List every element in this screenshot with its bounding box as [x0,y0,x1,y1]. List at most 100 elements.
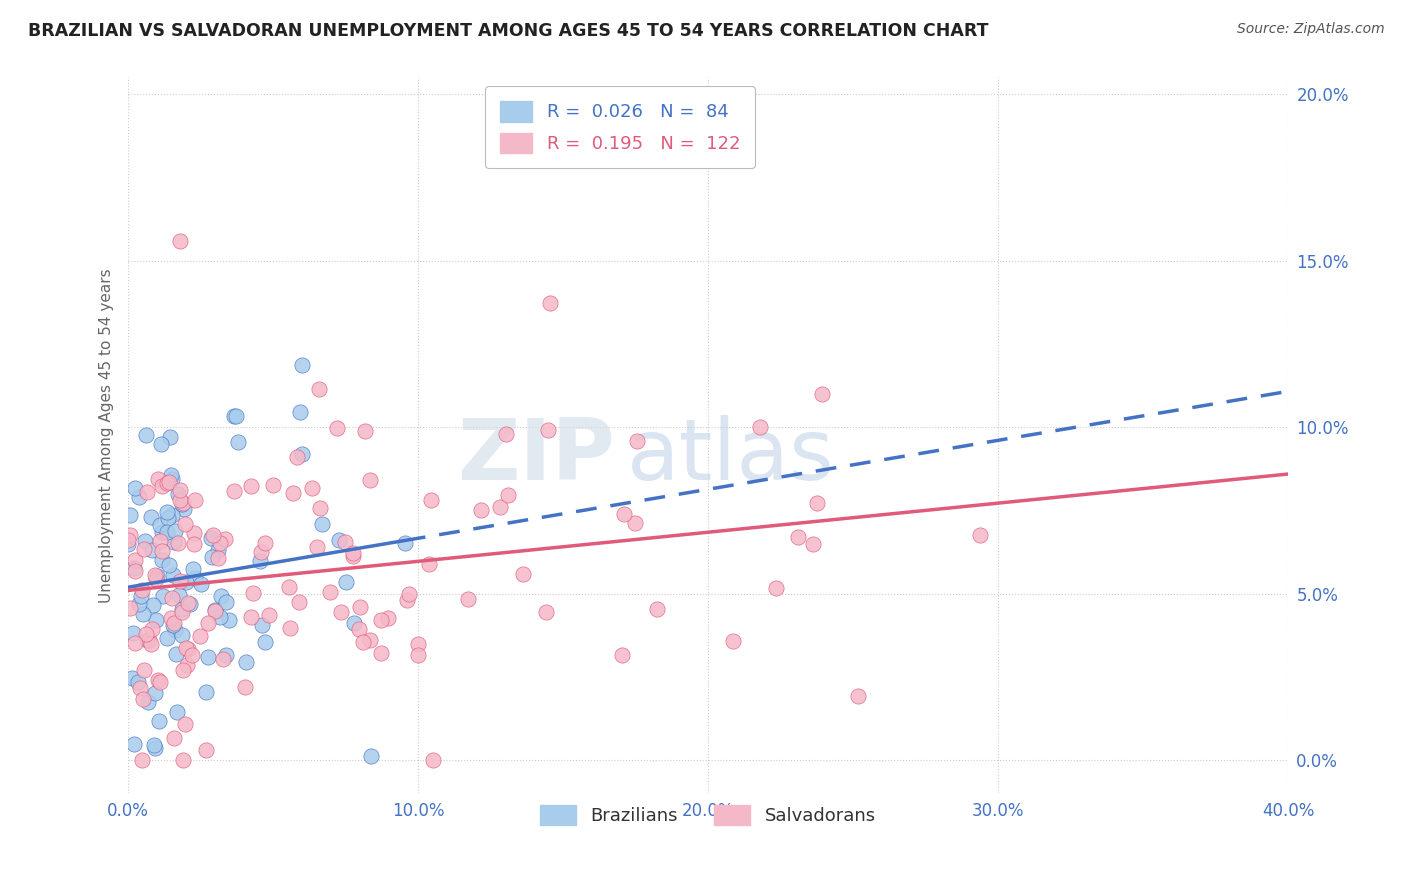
Point [183,562,205,576]
Text: Source: ZipAtlas.com: Source: ZipAtlas.com [1237,22,1385,37]
Legend: Brazilians, Salvadorans: Brazilians, Salvadorans [531,796,884,834]
Point [183,537,205,551]
Point [222,484,245,499]
Point [204,603,226,617]
Point [174,575,197,590]
Point [142,599,165,613]
Point [253,635,276,649]
Point [166,647,188,661]
Point [124,636,146,650]
Point [359,473,381,487]
Point [159,430,181,444]
Point [132,664,155,678]
Point [138,633,160,648]
Point [749,420,772,434]
Point [195,742,218,756]
Point [291,447,314,461]
Point [305,540,328,554]
Point [150,553,173,567]
Point [342,549,364,564]
Point [537,423,560,437]
Point [136,695,159,709]
Point [134,541,156,556]
Point [201,527,224,541]
Point [626,434,648,448]
Point [183,525,205,540]
Point [129,681,152,695]
Point [150,437,173,451]
Point [160,468,183,483]
Point [288,594,311,608]
Point [174,641,197,656]
Point [254,536,277,550]
Point [207,543,229,558]
Point [209,535,232,549]
Point [325,421,347,435]
Point [301,481,323,495]
Point [418,557,440,571]
Point [214,532,236,546]
Point [806,496,828,510]
Point [122,560,145,574]
Point [226,435,249,450]
Point [330,605,353,619]
Point [239,610,262,624]
Point [250,545,273,559]
Point [117,533,139,547]
Point [470,502,492,516]
Point [145,572,167,586]
Point [149,533,172,548]
Point [288,405,311,419]
Point [534,605,557,619]
Point [143,686,166,700]
Point [148,714,170,728]
Point [150,543,173,558]
Point [233,681,256,695]
Point [172,753,194,767]
Point [173,501,195,516]
Point [343,616,366,631]
Point [156,505,179,519]
Point [377,610,399,624]
Point [163,616,186,631]
Point [188,629,211,643]
Point [496,487,519,501]
Point [160,508,183,522]
Point [319,585,342,599]
Text: atlas: atlas [627,416,835,499]
Point [163,524,186,538]
Point [134,534,156,549]
Point [169,234,191,248]
Point [148,472,170,486]
Point [157,558,180,573]
Point [131,607,153,621]
Point [141,623,163,637]
Point [166,705,188,719]
Y-axis label: Unemployment Among Ages 45 to 54 years: Unemployment Among Ages 45 to 54 years [100,268,114,603]
Point [160,472,183,486]
Point [613,507,636,521]
Point [128,490,150,504]
Point [225,409,247,424]
Point [200,550,222,565]
Point [160,591,183,606]
Point [370,613,392,627]
Point [212,652,235,666]
Point [194,685,217,699]
Point [122,737,145,751]
Point [146,673,169,687]
Point [136,485,159,500]
Point [121,671,143,685]
Point [333,535,356,549]
Point [184,571,207,585]
Point [145,613,167,627]
Point [160,611,183,625]
Point [162,568,184,582]
Point [811,387,834,401]
Point [172,627,194,641]
Point [162,618,184,632]
Point [250,618,273,632]
Point [179,597,201,611]
Point [349,622,371,636]
Point [197,615,219,630]
